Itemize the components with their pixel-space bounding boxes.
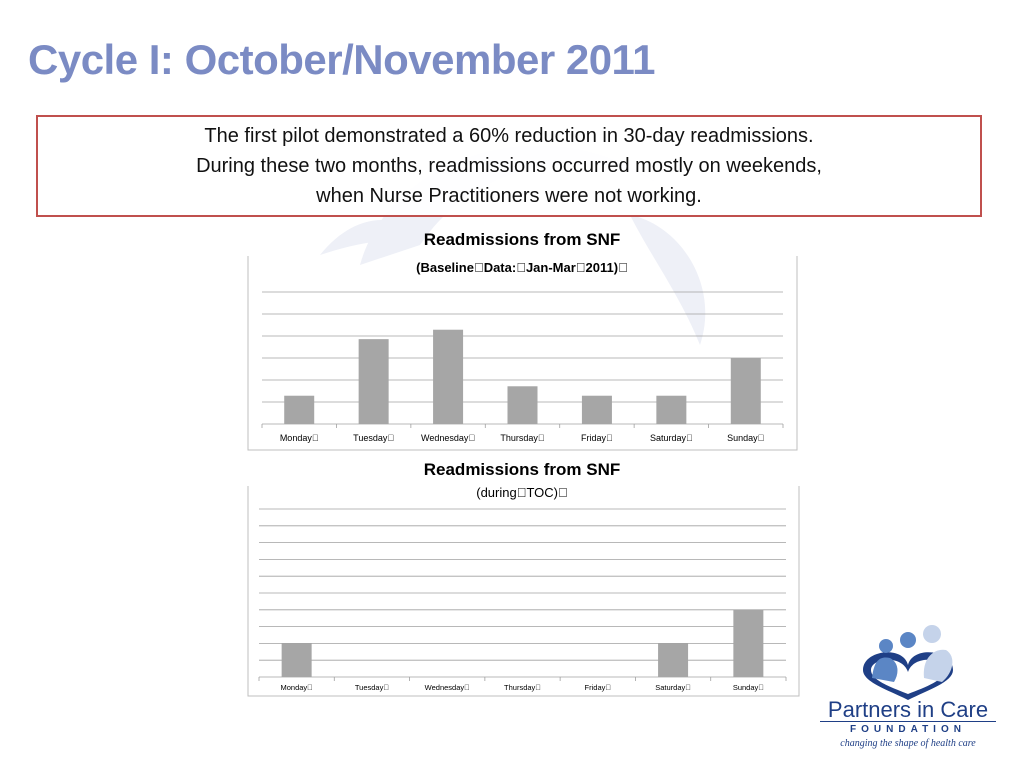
chart-2-subtitle: (during TOC)  bbox=[476, 485, 568, 500]
chart-1-title: Readmissions from SNF bbox=[423, 230, 621, 249]
x-tick-label: Saturday  bbox=[655, 683, 691, 692]
logo-foundation-text: FOUNDATION bbox=[850, 724, 966, 735]
logo-tagline: changing the shape of health care bbox=[840, 738, 976, 749]
x-tick-label: Monday  bbox=[280, 433, 319, 443]
x-tick-label: Monday  bbox=[280, 683, 312, 692]
partners-in-care-logo: Partners in Care FOUNDATION changing the… bbox=[808, 620, 1008, 760]
x-tick-label: Saturday  bbox=[650, 433, 693, 443]
bar-1 bbox=[281, 643, 312, 677]
bar-5 bbox=[581, 395, 612, 424]
x-tick-label: Thursday  bbox=[504, 683, 541, 692]
logo-organization-name: Partners in Care bbox=[827, 697, 989, 722]
people-heart-icon bbox=[863, 625, 953, 700]
bar-7 bbox=[730, 358, 761, 424]
logo-divider bbox=[820, 721, 996, 722]
bar-3 bbox=[433, 329, 464, 424]
chart-frame bbox=[247, 486, 800, 697]
x-tick-label: Thursday  bbox=[500, 433, 544, 443]
chart-frame bbox=[247, 256, 798, 451]
chart-2-title: Readmissions from SNF bbox=[423, 460, 621, 479]
x-tick-label: Sunday  bbox=[733, 683, 764, 692]
summary-callout-box: The first pilot demonstrated a 60% reduc… bbox=[36, 115, 982, 217]
bar-4 bbox=[507, 386, 538, 424]
bar-7 bbox=[733, 609, 764, 677]
slide-title: Cycle I: October/November 2011 bbox=[28, 36, 655, 83]
x-tick-label: Tuesday  bbox=[355, 683, 389, 692]
bar-1 bbox=[284, 395, 315, 424]
bar-6 bbox=[658, 643, 689, 677]
callout-line: The first pilot demonstrated a 60% reduc… bbox=[204, 125, 814, 147]
x-tick-label: Friday  bbox=[585, 683, 611, 692]
bar-2 bbox=[358, 339, 389, 424]
x-tick-label: Sunday  bbox=[727, 433, 764, 443]
callout-line: when Nurse Practitioners were not workin… bbox=[316, 185, 702, 207]
x-tick-label: Friday  bbox=[581, 433, 613, 443]
bar-6 bbox=[656, 395, 687, 424]
callout-line: During these two months, readmissions oc… bbox=[196, 155, 822, 177]
x-tick-label: Tuesday  bbox=[353, 433, 394, 443]
x-tick-label: Wednesday  bbox=[425, 683, 470, 692]
chart-1-subtitle: (Baseline Data: Jan-Mar 2011)  bbox=[416, 260, 628, 275]
x-tick-label: Wednesday  bbox=[421, 433, 475, 443]
